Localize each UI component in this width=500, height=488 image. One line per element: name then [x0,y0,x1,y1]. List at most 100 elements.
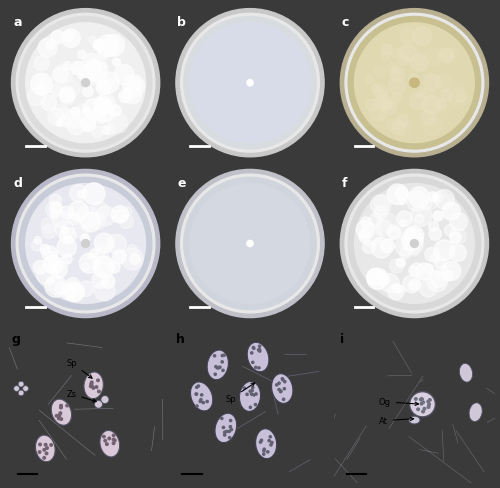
Circle shape [26,24,146,143]
Circle shape [92,127,104,139]
Circle shape [98,390,100,393]
Circle shape [82,263,90,271]
Circle shape [56,108,72,123]
Circle shape [74,69,81,76]
Circle shape [420,198,432,210]
Circle shape [424,119,441,137]
Circle shape [42,225,56,239]
Circle shape [410,240,418,248]
Circle shape [398,55,409,66]
Circle shape [96,115,106,124]
Circle shape [374,66,386,79]
Circle shape [422,96,440,115]
Text: c: c [342,16,349,29]
Circle shape [58,414,60,417]
Circle shape [252,386,254,389]
Circle shape [46,252,57,263]
Circle shape [96,379,100,382]
Circle shape [20,18,152,150]
Circle shape [271,442,273,444]
Circle shape [82,87,93,98]
Circle shape [56,221,74,240]
Circle shape [444,225,456,236]
Circle shape [94,97,110,113]
Circle shape [390,69,405,83]
Circle shape [434,266,448,280]
Circle shape [130,254,140,265]
Circle shape [16,14,155,153]
Circle shape [20,178,152,310]
Circle shape [388,79,405,95]
Circle shape [420,280,437,297]
Circle shape [102,435,105,438]
Circle shape [80,117,96,132]
Circle shape [110,105,121,117]
Circle shape [416,92,423,99]
Circle shape [418,88,426,96]
Circle shape [97,36,119,58]
Circle shape [124,207,132,216]
Circle shape [386,120,397,131]
Circle shape [51,31,64,44]
Circle shape [370,195,391,216]
Ellipse shape [215,413,236,443]
Circle shape [12,10,160,158]
Circle shape [258,367,260,369]
Circle shape [50,210,59,220]
Circle shape [85,60,102,77]
Circle shape [57,238,76,257]
Circle shape [102,126,110,135]
Circle shape [90,249,98,258]
Circle shape [200,399,202,401]
Circle shape [112,442,115,445]
Circle shape [427,406,430,408]
Circle shape [454,84,463,94]
Text: i: i [340,332,344,345]
Circle shape [252,347,254,349]
Circle shape [47,278,54,284]
Circle shape [374,206,388,220]
Circle shape [255,393,257,395]
Circle shape [50,444,52,447]
Circle shape [382,52,390,61]
Circle shape [428,399,431,401]
Circle shape [431,273,446,288]
Circle shape [250,393,253,395]
Circle shape [396,188,408,201]
Circle shape [397,286,406,294]
Circle shape [88,253,94,260]
Circle shape [415,215,424,224]
Circle shape [60,418,62,421]
Circle shape [420,403,423,405]
Circle shape [36,84,46,96]
Circle shape [423,407,426,410]
Circle shape [433,261,447,275]
Circle shape [396,116,408,127]
Circle shape [378,115,384,122]
Circle shape [30,74,52,96]
Ellipse shape [190,382,213,411]
Circle shape [430,254,440,263]
Circle shape [60,207,74,220]
Circle shape [59,412,62,415]
Circle shape [106,443,108,446]
Circle shape [416,264,433,281]
Circle shape [270,444,272,446]
Circle shape [52,211,69,228]
Circle shape [52,68,68,83]
Circle shape [406,191,428,212]
Circle shape [44,256,62,274]
Circle shape [108,437,110,440]
Circle shape [410,75,418,83]
Circle shape [34,57,49,72]
Circle shape [195,393,197,395]
Circle shape [90,385,94,387]
Circle shape [391,67,398,74]
Circle shape [93,257,114,278]
Circle shape [404,226,423,245]
Ellipse shape [256,429,276,459]
Circle shape [410,392,436,417]
Circle shape [366,77,373,84]
Circle shape [358,231,370,243]
Circle shape [432,195,439,201]
